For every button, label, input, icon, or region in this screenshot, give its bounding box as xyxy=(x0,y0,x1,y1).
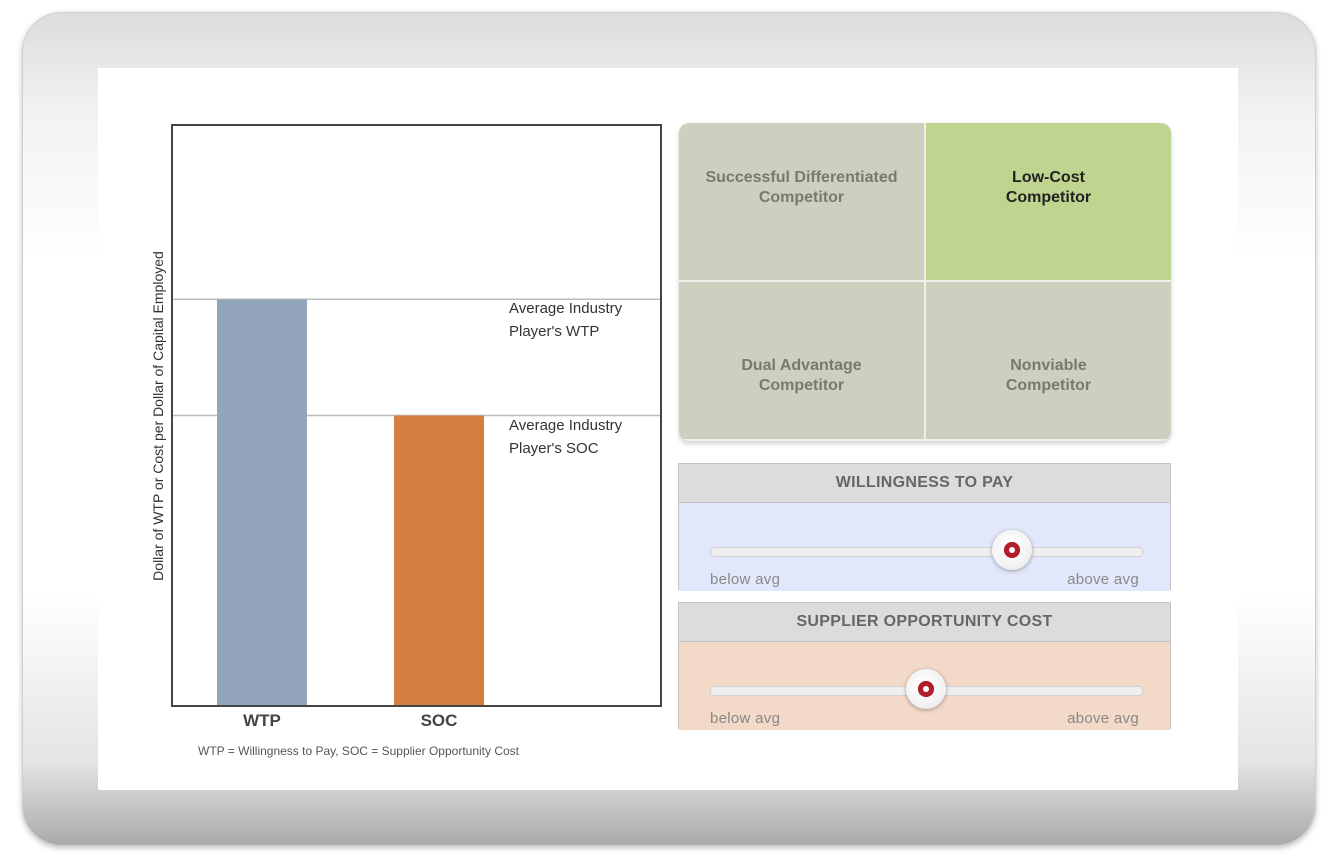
willingness-to-pay-track[interactable] xyxy=(710,547,1143,557)
competitive-position-matrix: Successful Differentiated Competitor Low-… xyxy=(679,123,1171,441)
slider-handle-dot-icon xyxy=(917,681,934,697)
soc-max-label: above avg xyxy=(1067,710,1139,727)
wtp-max-label: above avg xyxy=(1067,571,1139,588)
bar-soc xyxy=(394,415,484,706)
supplier-opportunity-cost-slider-handle[interactable] xyxy=(905,669,946,709)
bar-wtp xyxy=(217,299,307,706)
matrix-cell-nonviable: Nonviable Competitor xyxy=(926,282,1171,439)
willingness-to-pay-panel: WILLINGNESS TO PAY below avg above avg xyxy=(678,463,1171,591)
willingness-to-pay-slider-handle[interactable] xyxy=(991,530,1032,570)
supplier-opportunity-cost-slider-area: below avg above avg xyxy=(679,642,1170,730)
category-label-soc: SOC xyxy=(420,711,458,730)
willingness-to-pay-title: WILLINGNESS TO PAY xyxy=(679,464,1170,503)
supplier-opportunity-cost-title: SUPPLIER OPPORTUNITY COST xyxy=(679,603,1170,642)
slider-handle-dot-icon xyxy=(1003,542,1020,558)
category-label-wtp: WTP xyxy=(243,711,281,730)
chart-footnote: WTP = Willingness to Pay, SOC = Supplier… xyxy=(198,744,520,758)
matrix-cell-low-cost: Low-Cost Competitor xyxy=(926,123,1171,280)
matrix-cell-successful-differentiated: Successful Differentiated Competitor xyxy=(679,123,924,280)
willingness-to-pay-slider-area: below avg above avg xyxy=(679,503,1170,591)
wtp-min-label: below avg xyxy=(710,571,781,588)
y-axis-label: Dollar of WTP or Cost per Dollar of Capi… xyxy=(150,251,166,581)
supplier-opportunity-cost-panel: SUPPLIER OPPORTUNITY COST below avg abov… xyxy=(678,602,1171,730)
matrix-cell-dual-advantage: Dual Advantage Competitor xyxy=(679,282,924,439)
wtp-reference-label: Average Industry Player's WTP xyxy=(509,300,623,341)
soc-min-label: below avg xyxy=(710,710,781,727)
soc-reference-label: Average Industry Player's SOC xyxy=(509,416,623,457)
plot-border xyxy=(171,124,662,707)
